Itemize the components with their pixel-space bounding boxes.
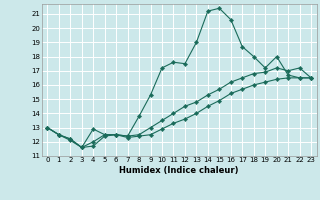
X-axis label: Humidex (Indice chaleur): Humidex (Indice chaleur) bbox=[119, 166, 239, 175]
